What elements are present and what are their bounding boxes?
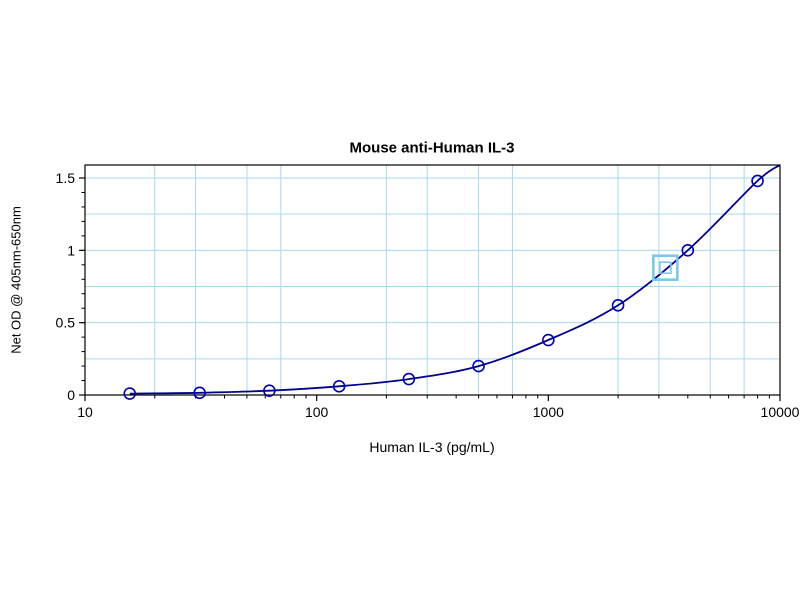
data-point-marker[interactable] <box>402 372 416 386</box>
grid <box>85 165 780 395</box>
y-tick-label: 1 <box>67 242 75 258</box>
x-tick-label: 100 <box>305 404 329 420</box>
chart-title: Mouse anti-Human IL-3 <box>349 139 515 157</box>
selection-cursor-outer-square[interactable] <box>652 254 679 282</box>
data-point-marker[interactable] <box>193 386 206 400</box>
x-tick-label: 10000 <box>761 404 800 420</box>
data-point-marker[interactable] <box>332 380 346 393</box>
series-curve <box>129 164 781 395</box>
axis-ticks: 10 100 1000 10000 0 0.5 1 1.5 <box>56 170 800 420</box>
data-point-marker[interactable] <box>263 384 276 397</box>
data-point-marker[interactable] <box>472 359 485 373</box>
y-tick-label: 0 <box>67 387 75 403</box>
data-point-marker[interactable] <box>542 333 555 347</box>
y-tick-label: 0.5 <box>56 315 76 331</box>
axes-box <box>84 164 781 396</box>
y-tick-label: 1.5 <box>56 170 76 186</box>
data-point-marker[interactable] <box>751 174 764 188</box>
series-markers <box>123 174 764 400</box>
data-point-marker[interactable] <box>681 244 695 257</box>
x-axis-label: Human IL-3 (pg/mL) <box>369 439 495 455</box>
x-tick-label: 10 <box>77 404 93 420</box>
data-point-marker[interactable] <box>123 387 137 400</box>
selection-cursor[interactable] <box>652 254 679 282</box>
data-point-marker[interactable] <box>611 299 625 312</box>
selection-cursor-inner-square <box>659 261 672 275</box>
x-tick-label: 1000 <box>533 404 564 420</box>
